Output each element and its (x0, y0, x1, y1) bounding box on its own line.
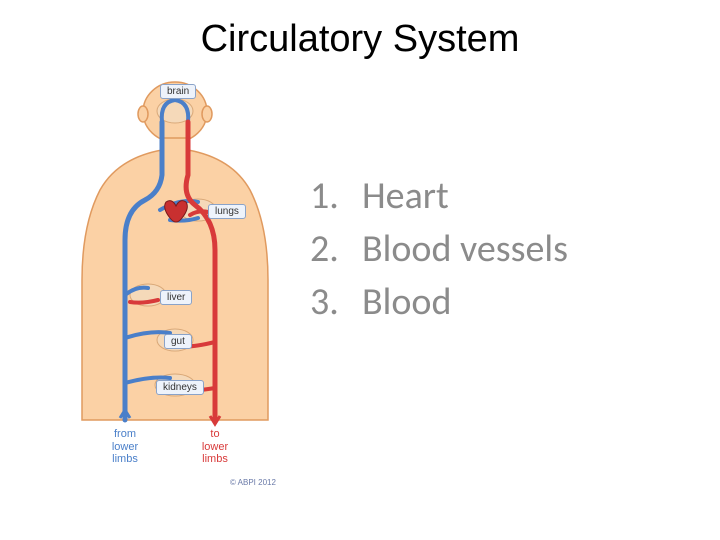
list-num: 1. (310, 170, 362, 223)
body-shape (82, 82, 268, 420)
label-lungs: lungs (208, 204, 246, 219)
list-item: 1. Heart (310, 170, 568, 223)
label-gut: gut (164, 334, 192, 349)
list-text: Blood (362, 276, 451, 329)
circulatory-diagram: brain lungs liver gut kidneys fromlowerl… (70, 80, 280, 510)
label-liver: liver (160, 290, 192, 305)
list-text: Heart (362, 170, 449, 223)
list-item: 2. Blood vessels (310, 223, 568, 276)
page-title: Circulatory System (0, 18, 720, 61)
list-num: 2. (310, 223, 362, 276)
list-item: 3. Blood (310, 276, 568, 329)
label-kidneys: kidneys (156, 380, 204, 395)
component-list: 1. Heart 2. Blood vessels 3. Blood (310, 170, 568, 330)
label-to-limbs: tolowerlimbs (190, 428, 240, 466)
list-num: 3. (310, 276, 362, 329)
label-from-limbs: fromlowerlimbs (100, 428, 150, 466)
label-brain: brain (160, 84, 196, 99)
list-text: Blood vessels (362, 223, 568, 276)
copyright: © ABPI 2012 (230, 478, 276, 487)
